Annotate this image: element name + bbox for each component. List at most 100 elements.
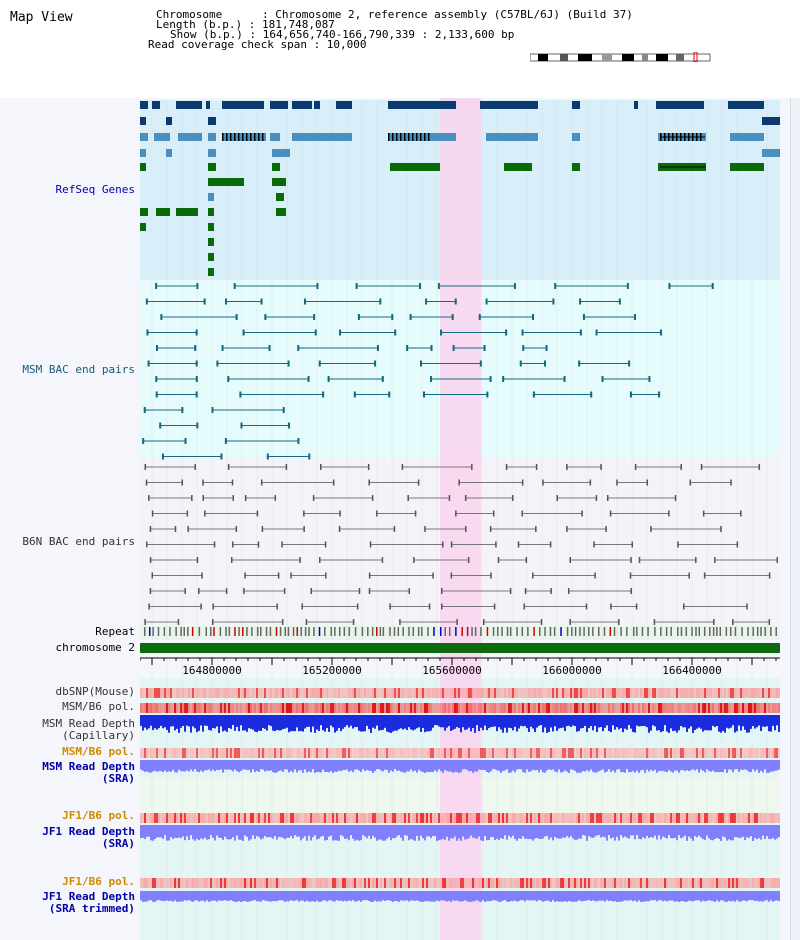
depth-bar bbox=[266, 825, 268, 838]
depth-bar bbox=[352, 715, 354, 729]
bac-end bbox=[540, 619, 543, 625]
bac-end bbox=[155, 391, 158, 398]
heat-cell bbox=[322, 688, 324, 698]
heat-cell bbox=[218, 748, 220, 758]
depth-bar bbox=[698, 715, 700, 728]
gene-exon bbox=[762, 149, 780, 157]
repeat-track[interactable] bbox=[144, 627, 777, 636]
depth-bar bbox=[698, 891, 700, 901]
depth-bar bbox=[204, 715, 206, 726]
heat-cell bbox=[668, 688, 670, 698]
bac-end bbox=[231, 479, 234, 486]
highlight-region[interactable] bbox=[440, 98, 481, 940]
heat-cell bbox=[290, 878, 292, 888]
heat-cell bbox=[414, 703, 416, 713]
heat-cell bbox=[216, 703, 218, 713]
heat-cell bbox=[224, 703, 226, 713]
heat-cell bbox=[330, 878, 332, 888]
heat-cell bbox=[582, 703, 584, 713]
heat-cell bbox=[396, 813, 398, 823]
bac-end bbox=[232, 541, 234, 548]
heat-cell bbox=[740, 878, 742, 888]
depth-bar bbox=[772, 825, 774, 839]
heat-cell bbox=[212, 878, 214, 888]
heat-cell bbox=[724, 878, 726, 888]
depth-bar bbox=[736, 760, 738, 770]
heat-cell bbox=[216, 813, 218, 823]
map-header: Map View Chromosome : Chromosome 2, refe… bbox=[0, 0, 800, 98]
refseq-track-label[interactable]: RefSeq Genes bbox=[55, 183, 135, 196]
depth-bar bbox=[224, 715, 226, 731]
bac-end bbox=[368, 572, 371, 579]
heat-cell bbox=[588, 813, 590, 823]
depth-bar bbox=[312, 760, 314, 770]
heat-cell bbox=[474, 878, 476, 888]
heat-cell bbox=[764, 688, 766, 698]
b6n-bac-track-label[interactable]: B6N BAC end pairs bbox=[22, 535, 135, 548]
depth-bar bbox=[372, 891, 374, 902]
heat-cell bbox=[768, 748, 770, 758]
heat-cell bbox=[150, 703, 152, 713]
chromosome-ideogram[interactable] bbox=[530, 52, 712, 62]
heat-cell bbox=[146, 748, 148, 758]
heat-cell bbox=[294, 703, 296, 713]
genome-track-canvas[interactable] bbox=[140, 98, 780, 940]
heat-cell bbox=[354, 748, 356, 758]
heat-cell bbox=[764, 748, 766, 758]
depth-bar bbox=[296, 715, 298, 728]
heat-cell bbox=[220, 813, 222, 823]
bac-end bbox=[151, 510, 154, 517]
depth-bar bbox=[178, 825, 180, 838]
depth-bar bbox=[254, 825, 256, 840]
repeat-mark bbox=[461, 627, 463, 636]
depth-bar bbox=[744, 891, 746, 901]
bac-end bbox=[148, 603, 150, 610]
depth-bar bbox=[638, 891, 640, 901]
bac-end bbox=[322, 391, 325, 398]
depth-bar bbox=[212, 891, 214, 901]
depth-bar bbox=[732, 715, 734, 726]
heat-cell bbox=[420, 878, 422, 888]
msm-bac-track[interactable] bbox=[142, 283, 714, 460]
heat-cell bbox=[766, 688, 768, 698]
heat-cell bbox=[484, 703, 486, 713]
depth-bar bbox=[200, 891, 202, 901]
depth-bar bbox=[148, 760, 150, 773]
depth-bar bbox=[516, 715, 518, 732]
heat-cell bbox=[772, 813, 774, 823]
depth-bar bbox=[522, 760, 524, 772]
heat-cell bbox=[482, 703, 484, 713]
heat-cell bbox=[684, 878, 686, 888]
heat-cell bbox=[608, 813, 610, 823]
vertical-scrollbar[interactable] bbox=[790, 98, 800, 940]
heat-cell bbox=[576, 813, 578, 823]
depth-bar bbox=[638, 825, 640, 839]
depth-bar bbox=[716, 715, 718, 726]
depth-bar bbox=[186, 760, 188, 771]
b6n-bac-track[interactable] bbox=[144, 464, 778, 625]
heat-cell bbox=[316, 748, 318, 758]
depth-bar bbox=[352, 760, 354, 773]
bac-end bbox=[589, 479, 592, 486]
heat-cell bbox=[322, 703, 324, 713]
repeat-mark bbox=[379, 627, 382, 636]
gene-exon bbox=[292, 133, 352, 141]
heat-cell bbox=[346, 688, 348, 698]
heat-cell bbox=[706, 748, 708, 758]
chromosome-bar[interactable] bbox=[140, 643, 780, 653]
depth-bar bbox=[442, 715, 444, 728]
msm-bac-track-label[interactable]: MSM BAC end pairs bbox=[22, 363, 135, 376]
heat-cell bbox=[314, 878, 316, 888]
heat-cell bbox=[236, 748, 238, 758]
exon-mark bbox=[262, 133, 264, 141]
heat-cell bbox=[452, 703, 454, 713]
bac-end bbox=[242, 329, 245, 336]
heat-cell bbox=[516, 878, 518, 888]
depth-bar bbox=[524, 891, 526, 902]
refseq-genes-track[interactable] bbox=[140, 101, 780, 276]
heat-cell bbox=[436, 688, 438, 698]
heat-cell bbox=[258, 878, 260, 888]
heat-cell bbox=[498, 688, 500, 698]
heat-cell bbox=[686, 813, 688, 823]
depth-bar bbox=[266, 891, 268, 902]
